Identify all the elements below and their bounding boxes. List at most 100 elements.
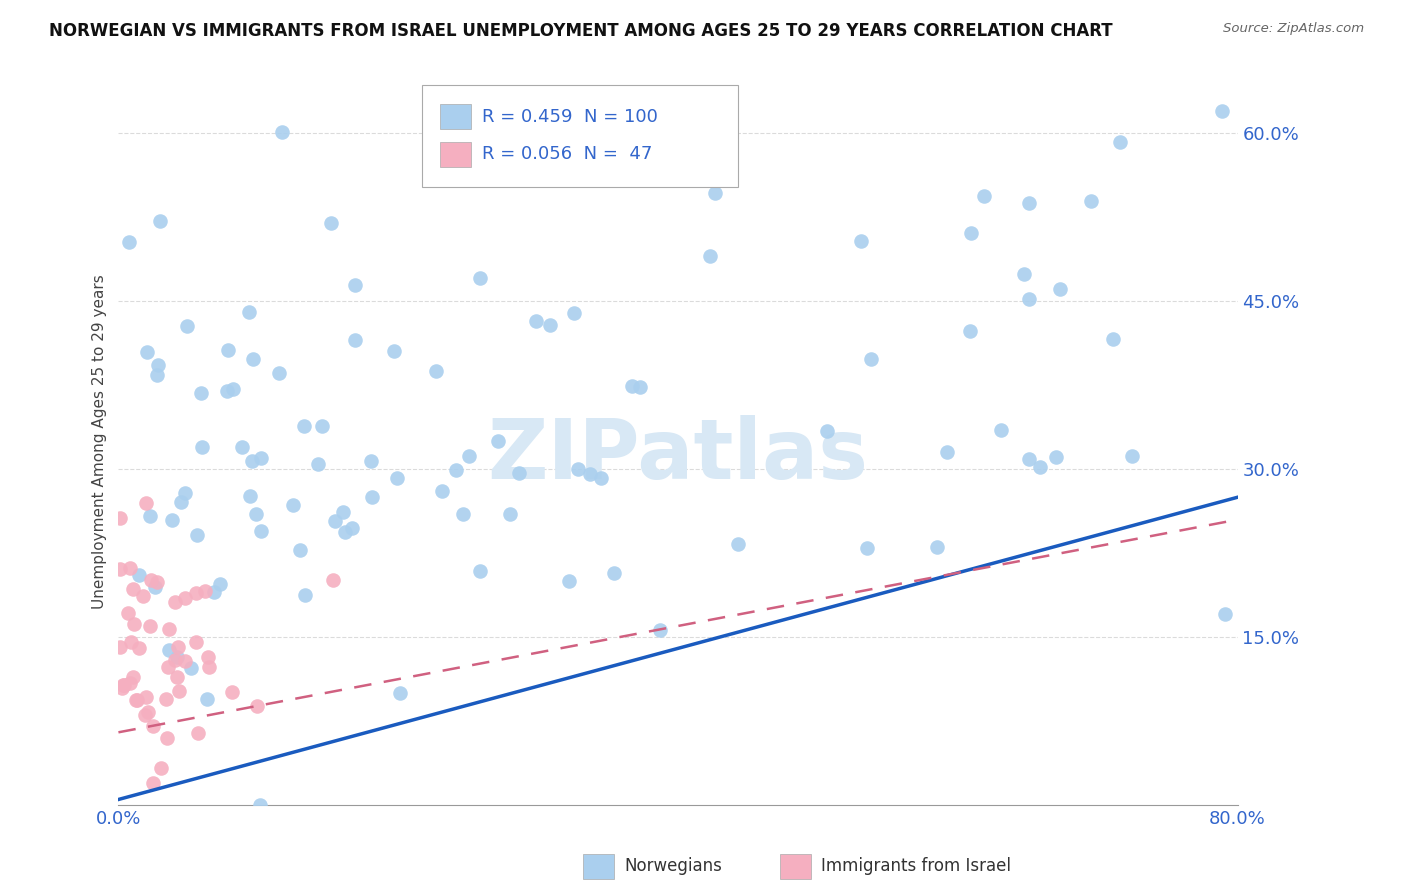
Point [176, 319, 198, 334]
Point [157, 659, 180, 673]
Point [603, 566, 626, 580]
Point [323, 514, 346, 528]
Point [860, 352, 883, 367]
Point [360, 454, 382, 468]
Point [195, 691, 218, 706]
Point [125, 692, 148, 706]
Point [174, 591, 197, 605]
Point [333, 525, 356, 540]
Point [343, 333, 366, 347]
Point [451, 507, 474, 521]
Point [143, 580, 166, 594]
Point [146, 359, 169, 373]
Point [135, 690, 157, 705]
Point [1018, 292, 1040, 306]
Point [524, 314, 547, 328]
Point [246, 699, 269, 714]
Text: R = 0.459  N = 100: R = 0.459 N = 100 [482, 108, 658, 126]
Point [538, 318, 561, 332]
Point [591, 471, 613, 485]
Text: Immigrants from Israel: Immigrants from Israel [821, 857, 1011, 875]
Point [108, 640, 131, 654]
Point [250, 524, 273, 538]
Point [221, 685, 243, 699]
Point [111, 681, 134, 695]
Point [142, 719, 165, 733]
Point [935, 445, 957, 459]
Point [146, 575, 169, 590]
Point [973, 189, 995, 203]
Point [184, 586, 207, 600]
Point [727, 537, 749, 551]
Point [389, 685, 412, 699]
Point [112, 678, 135, 692]
Point [1102, 332, 1125, 346]
Point [127, 693, 149, 707]
Point [960, 226, 983, 240]
Point [648, 623, 671, 637]
Point [128, 641, 150, 656]
Point [209, 576, 232, 591]
Point [281, 498, 304, 512]
Point [136, 705, 159, 719]
Point [925, 540, 948, 554]
Point [620, 378, 643, 392]
Point [239, 489, 262, 503]
Point [322, 573, 344, 587]
Point [145, 368, 167, 382]
Point [128, 568, 150, 582]
Point [468, 271, 491, 285]
Point [131, 589, 153, 603]
Text: R = 0.056  N =  47: R = 0.056 N = 47 [482, 145, 652, 163]
Point [430, 483, 453, 498]
Point [815, 425, 838, 439]
Point [120, 676, 142, 690]
Point [1018, 196, 1040, 211]
Text: NORWEGIAN VS IMMIGRANTS FROM ISRAEL UNEMPLOYMENT AMONG AGES 25 TO 29 YEARS CORRE: NORWEGIAN VS IMMIGRANTS FROM ISRAEL UNEM… [49, 22, 1112, 40]
Point [194, 583, 217, 598]
Point [849, 234, 872, 248]
Point [174, 485, 197, 500]
Point [699, 249, 721, 263]
Point [245, 507, 267, 521]
Point [118, 235, 141, 250]
Point [294, 588, 316, 602]
Text: Source: ZipAtlas.com: Source: ZipAtlas.com [1223, 22, 1364, 36]
Point [222, 382, 245, 396]
Point [250, 450, 273, 465]
Point [157, 622, 180, 636]
Point [332, 505, 354, 519]
Point [165, 653, 187, 667]
Point [1211, 103, 1233, 118]
Point [628, 380, 651, 394]
Point [122, 582, 145, 597]
Point [166, 650, 188, 665]
Point [191, 440, 214, 454]
Point [1121, 450, 1143, 464]
Point [149, 214, 172, 228]
Point [136, 345, 159, 359]
Point [1018, 452, 1040, 467]
Point [564, 306, 586, 320]
Point [110, 511, 132, 525]
Point [990, 423, 1012, 437]
Point [186, 528, 208, 542]
Point [486, 434, 509, 449]
Point [187, 725, 209, 739]
Point [1213, 607, 1236, 621]
Point [217, 343, 239, 358]
Point [382, 343, 405, 358]
Point [458, 449, 481, 463]
Point [1049, 282, 1071, 296]
Point [240, 454, 263, 468]
Point [141, 573, 163, 587]
Point [292, 418, 315, 433]
Point [197, 660, 219, 674]
Point [190, 386, 212, 401]
Point [307, 458, 329, 472]
Point [267, 367, 290, 381]
Point [579, 467, 602, 481]
Point [470, 564, 492, 578]
Point [120, 634, 142, 648]
Point [138, 509, 160, 524]
